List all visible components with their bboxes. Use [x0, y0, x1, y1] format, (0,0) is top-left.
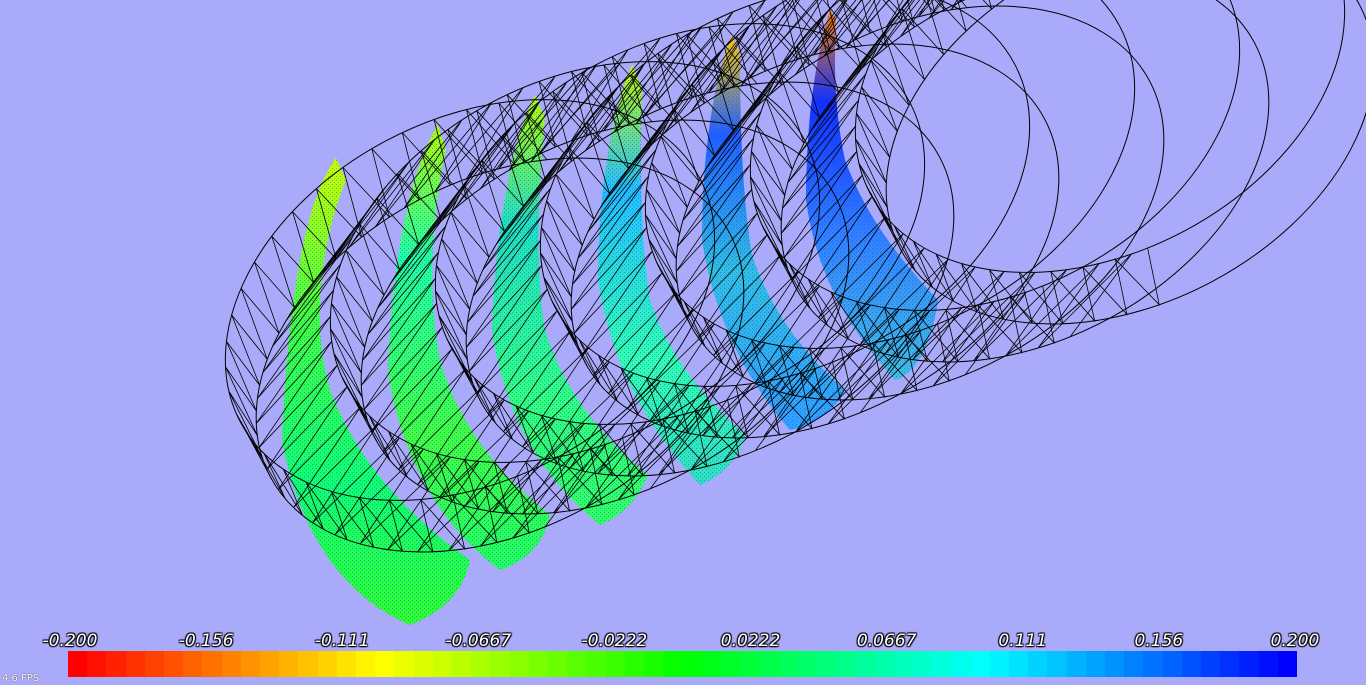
colorbar-segment	[452, 651, 472, 677]
colorbar-segment	[586, 651, 606, 677]
colorbar-segment	[1277, 651, 1297, 677]
colorbar-segment	[356, 651, 376, 677]
colorbar-segment	[836, 651, 856, 677]
colorbar-segment	[874, 651, 894, 677]
colorbar-segment	[317, 651, 337, 677]
colorbar-segment	[1085, 651, 1105, 677]
colorbar-segment	[932, 651, 952, 677]
colorbar-segment	[816, 651, 837, 677]
colorbar-segment	[164, 651, 184, 677]
colorbar-segment	[605, 651, 625, 677]
colorbar-segment	[68, 651, 88, 677]
colorbar-segment	[240, 651, 261, 677]
colorbar-segment	[912, 651, 933, 677]
colorbar-segment	[528, 651, 549, 677]
colorbar-segment	[989, 651, 1009, 677]
colorbar-segment	[644, 651, 664, 677]
colorbar-segment	[202, 651, 222, 677]
colorbar-segment	[682, 651, 702, 677]
colorbar-segment	[183, 651, 203, 677]
colorbar-tick-label: 0.0222	[720, 631, 781, 651]
colorbar-segment	[1047, 651, 1067, 677]
colorbar-segment	[1239, 651, 1259, 677]
colorbar-segment	[394, 651, 414, 677]
colorbar-tick-label: 0.0667	[856, 631, 917, 651]
colorbar-segment	[1124, 651, 1144, 677]
colorbar-segment	[1162, 651, 1182, 677]
colorbar-segment	[624, 651, 645, 677]
colorbar-segment	[1028, 651, 1048, 677]
colorbar-segment	[106, 651, 126, 677]
colorbar-segment	[375, 651, 395, 677]
colorbar-tick-labels: -0.200 -0.156 -0.111 -0.0667 -0.0222 0.0222 0.…	[0, 630, 1366, 652]
colorbar-segment	[1143, 651, 1163, 677]
wireframe-mesh	[224, 0, 1366, 553]
colorbar-tick-label: -0.0667	[445, 631, 512, 651]
colorbar-segment	[1181, 651, 1201, 677]
colorbar-segment	[87, 651, 107, 677]
colorbar-segment	[490, 651, 510, 677]
colorbar-tick-label: 0.200	[1270, 631, 1320, 651]
colorbar-segment	[970, 651, 990, 677]
colorbar-segment	[471, 651, 491, 677]
colorbar-segment	[1200, 651, 1221, 677]
colorbar-segment	[759, 651, 779, 677]
colorbar-segment	[778, 651, 798, 677]
colorbar-tick-label: 0.156	[1134, 631, 1184, 651]
colorbar-segment	[144, 651, 165, 677]
colorbar-segment	[855, 651, 875, 677]
colorbar-segment	[797, 651, 817, 677]
colorbar-segment	[125, 651, 145, 677]
colorbar-segment	[567, 651, 587, 677]
colorbar-segment	[1066, 651, 1086, 677]
colorbar-segment	[701, 651, 721, 677]
colorbar-segment	[298, 651, 318, 677]
colorbar-segment	[1220, 651, 1240, 677]
colorbar-segment	[951, 651, 971, 677]
colorbar-segment	[221, 651, 241, 677]
colorbar-segment	[1104, 651, 1125, 677]
colorbar-segment	[1258, 651, 1278, 677]
colorbar-tick-label: -0.0222	[581, 631, 648, 651]
colorbar-segment	[740, 651, 760, 677]
fps-counter: 4.6 FPS	[2, 673, 40, 684]
colorbar-segment	[336, 651, 357, 677]
colorbar-segment	[1008, 651, 1029, 677]
colorbar	[68, 651, 1297, 677]
colorbar-tick-label: 0.111	[998, 631, 1048, 651]
colorbar-tick-label: -0.200	[42, 631, 98, 651]
colorbar-tick-label: -0.156	[178, 631, 234, 651]
colorbar-segment	[720, 651, 741, 677]
colorbar-segment	[663, 651, 683, 677]
colorbar-segment	[509, 651, 529, 677]
colorbar-segment	[260, 651, 280, 677]
colorbar-tick-label: -0.111	[314, 631, 370, 651]
colorbar-segment	[893, 651, 913, 677]
colorbar-segment	[413, 651, 433, 677]
colorbar-segment	[432, 651, 453, 677]
colorbar-segment	[279, 651, 299, 677]
colorbar-segment	[548, 651, 568, 677]
